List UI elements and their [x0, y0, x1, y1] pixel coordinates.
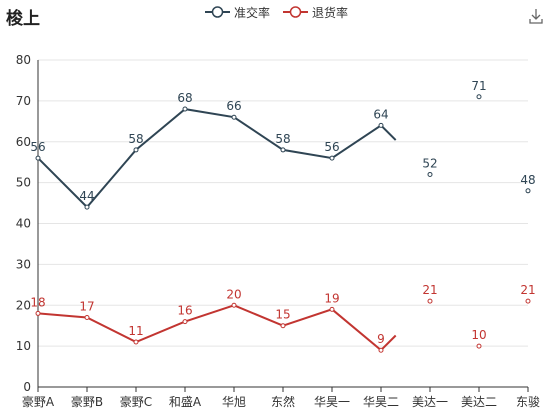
data-label: 20	[226, 287, 241, 301]
data-label: 48	[520, 173, 535, 187]
data-point[interactable]	[329, 306, 335, 312]
data-label: 9	[377, 332, 385, 346]
data-label: 21	[422, 283, 437, 297]
legend: 准交率 退货率	[0, 2, 550, 22]
data-point[interactable]	[476, 343, 482, 349]
data-label: 11	[128, 324, 143, 338]
y-tick-label: 50	[16, 176, 31, 190]
x-tick-label: 美达一	[412, 395, 448, 409]
data-label: 58	[275, 132, 290, 146]
y-tick-label: 60	[16, 135, 31, 149]
y-tick-label: 30	[16, 257, 31, 271]
data-point[interactable]	[378, 347, 384, 353]
y-tick-label: 40	[16, 217, 31, 231]
data-point[interactable]	[280, 323, 286, 329]
data-label: 15	[275, 308, 290, 322]
data-label: 64	[373, 107, 388, 121]
data-point[interactable]	[280, 147, 286, 153]
legend-line-marker-icon	[205, 6, 230, 18]
x-tick-label: 东骏	[516, 395, 540, 409]
data-point[interactable]	[231, 302, 237, 308]
data-point[interactable]	[525, 188, 531, 194]
legend-label-series-1: 准交率	[234, 5, 271, 20]
data-point[interactable]	[133, 147, 139, 153]
data-label: 71	[471, 79, 486, 93]
x-tick-label: 豪野B	[71, 394, 103, 409]
data-point[interactable]	[427, 298, 433, 304]
legend-line-marker-icon	[283, 6, 308, 18]
data-label: 56	[30, 140, 45, 154]
data-point[interactable]	[182, 106, 188, 112]
download-icon[interactable]	[528, 8, 544, 24]
x-tick-label: 和盛A	[169, 394, 202, 409]
x-tick-label: 豪野A	[22, 394, 55, 409]
data-point[interactable]	[329, 155, 335, 161]
x-tick-label: 华昊一	[314, 395, 350, 409]
x-tick-label: 美达二	[461, 395, 497, 409]
data-point[interactable]	[476, 94, 482, 100]
data-label: 56	[324, 140, 339, 154]
data-label: 68	[177, 91, 192, 105]
data-point[interactable]	[378, 122, 384, 128]
data-point[interactable]	[182, 319, 188, 325]
y-tick-label: 20	[16, 298, 31, 312]
data-label: 21	[520, 283, 535, 297]
x-tick-label: 华旭	[222, 395, 246, 409]
data-label: 17	[79, 300, 94, 314]
data-point[interactable]	[35, 155, 41, 161]
legend-label-series-2: 退货率	[312, 5, 349, 20]
y-tick-label: 70	[16, 94, 31, 108]
chart-title: 梭上	[6, 9, 40, 29]
data-point[interactable]	[231, 114, 237, 120]
x-tick-label: 东然	[271, 394, 295, 409]
data-label: 10	[471, 328, 486, 342]
data-label: 66	[226, 99, 241, 113]
y-tick-label: 0	[23, 380, 31, 394]
x-tick-label: 豪野C	[120, 394, 152, 409]
data-label: 52	[422, 156, 437, 170]
data-point[interactable]	[35, 310, 41, 316]
data-label: 16	[177, 304, 192, 318]
data-label: 44	[79, 189, 94, 203]
y-tick-label: 10	[16, 339, 31, 353]
legend-item-series-2[interactable]: 退货率	[283, 4, 348, 20]
data-point[interactable]	[84, 204, 90, 210]
data-point[interactable]	[133, 339, 139, 345]
data-point[interactable]	[84, 315, 90, 321]
y-tick-label: 80	[16, 53, 31, 67]
data-label: 18	[30, 295, 45, 309]
data-point[interactable]	[427, 171, 433, 177]
legend-item-series-1[interactable]: 准交率	[205, 4, 270, 20]
x-tick-label: 华昊二	[363, 395, 399, 409]
data-label: 58	[128, 132, 143, 146]
data-label: 19	[324, 291, 339, 305]
data-point[interactable]	[525, 298, 531, 304]
